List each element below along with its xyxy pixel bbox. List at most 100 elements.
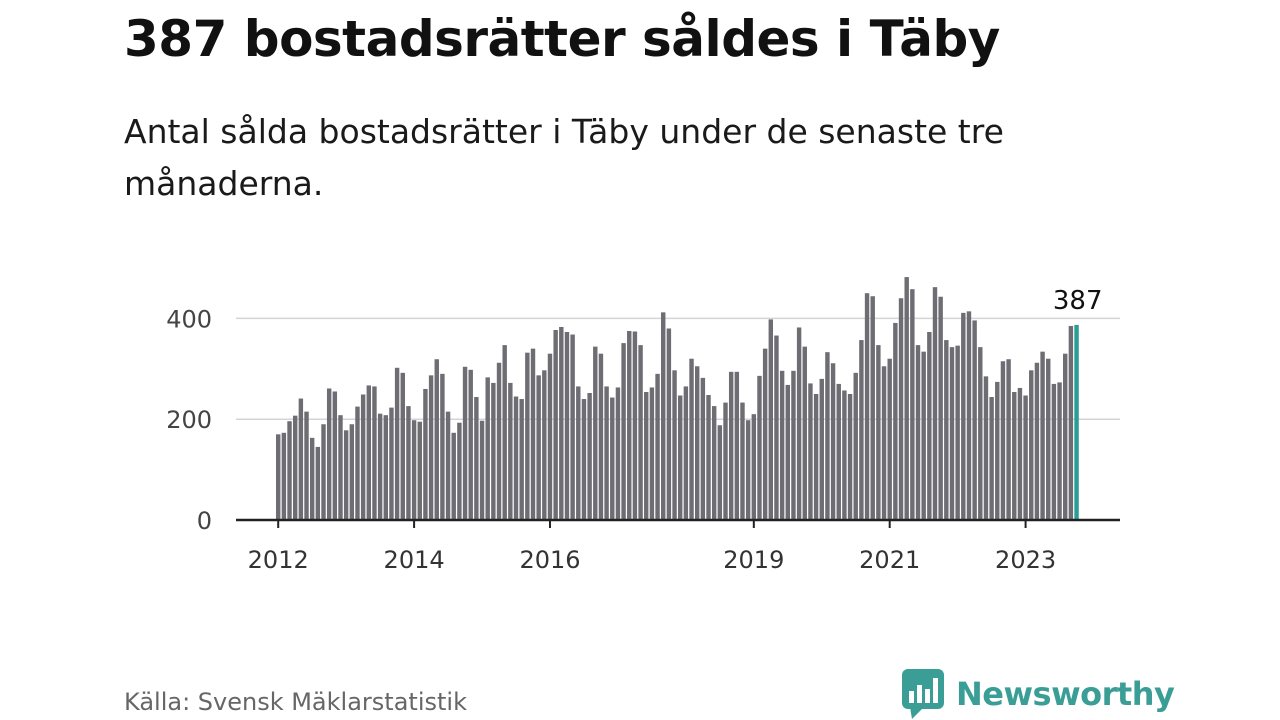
bar <box>768 319 774 520</box>
bar <box>1068 325 1074 520</box>
bar <box>672 370 677 520</box>
bar <box>927 332 932 520</box>
brand-name: Newsworthy <box>956 675 1175 713</box>
bar <box>440 373 445 520</box>
bar <box>349 424 355 520</box>
newsworthy-bar-chart-icon <box>902 669 944 719</box>
bar <box>893 322 898 520</box>
bar <box>496 362 502 520</box>
bar <box>576 386 581 520</box>
bar <box>1023 395 1028 520</box>
bar <box>830 363 836 520</box>
bar <box>321 424 326 520</box>
bar <box>400 372 405 520</box>
bar <box>825 352 830 520</box>
x-tick-label-2014: 2014 <box>384 546 445 574</box>
y-tick-label-200: 200 <box>166 406 212 434</box>
bar <box>360 394 366 520</box>
bar <box>508 382 513 520</box>
bar <box>978 347 983 520</box>
bar <box>774 335 779 520</box>
bar <box>881 366 887 520</box>
newsworthy-logo[interactable]: Newsworthy <box>902 668 1175 720</box>
bar <box>745 420 751 520</box>
bar <box>983 376 989 520</box>
bar <box>627 331 632 520</box>
bar <box>734 371 740 520</box>
bar <box>808 383 813 520</box>
bar <box>683 386 689 520</box>
bar <box>593 346 598 520</box>
bar <box>706 395 711 520</box>
bar <box>332 391 338 520</box>
bar <box>836 383 841 520</box>
bar-series <box>276 277 1079 520</box>
highlight-value-label: 387 <box>1053 286 1103 316</box>
bar <box>723 402 728 520</box>
bar <box>491 382 496 520</box>
bar <box>1040 351 1045 520</box>
bar <box>468 369 473 520</box>
bar <box>372 386 377 520</box>
bar <box>389 407 394 520</box>
bar <box>762 348 768 520</box>
bar <box>632 331 638 520</box>
bar <box>638 345 643 520</box>
bar <box>559 326 564 520</box>
bar <box>530 348 536 520</box>
bar <box>343 430 349 520</box>
bar <box>864 293 870 520</box>
bar <box>740 402 745 520</box>
x-tick-label-2016: 2016 <box>519 546 580 574</box>
bar <box>751 414 757 520</box>
bar <box>847 394 853 520</box>
y-tick-label-400: 400 <box>166 305 212 333</box>
bar <box>655 373 660 520</box>
bar <box>932 287 938 520</box>
axes <box>236 518 1120 528</box>
bar <box>898 298 904 520</box>
bar <box>944 340 949 520</box>
bar <box>1006 359 1011 520</box>
bar <box>525 352 530 520</box>
bar <box>338 415 343 520</box>
bar <box>287 421 292 520</box>
bar <box>479 420 485 520</box>
bar <box>564 332 570 520</box>
bar <box>1046 358 1051 520</box>
bar <box>428 375 434 520</box>
x-tick-label-2012: 2012 <box>248 546 309 574</box>
bar <box>587 392 592 520</box>
x-tick-label-2021: 2021 <box>859 546 920 574</box>
bar <box>1029 370 1034 520</box>
bar <box>949 347 955 520</box>
bar <box>1000 361 1006 520</box>
bar <box>485 377 490 520</box>
bar <box>519 399 524 520</box>
bar <box>536 375 541 520</box>
bar <box>377 413 383 520</box>
bar <box>451 432 456 520</box>
bar <box>689 358 694 520</box>
bar <box>955 345 960 520</box>
bar <box>581 399 587 520</box>
highlight-bar <box>1074 324 1079 520</box>
bar <box>757 375 762 520</box>
bar <box>694 366 700 520</box>
bar <box>366 385 372 520</box>
bar <box>434 359 439 520</box>
bar <box>423 388 428 520</box>
bar <box>876 345 881 520</box>
bar <box>615 387 621 520</box>
bar <box>610 397 615 520</box>
bar <box>309 437 315 520</box>
bar <box>445 411 451 520</box>
bar <box>457 422 462 520</box>
bar <box>276 434 281 520</box>
bar <box>304 411 309 520</box>
bar <box>813 394 819 520</box>
bar <box>870 296 875 520</box>
bar <box>779 370 785 520</box>
bar <box>938 296 943 520</box>
x-tick-label-2019: 2019 <box>723 546 784 574</box>
